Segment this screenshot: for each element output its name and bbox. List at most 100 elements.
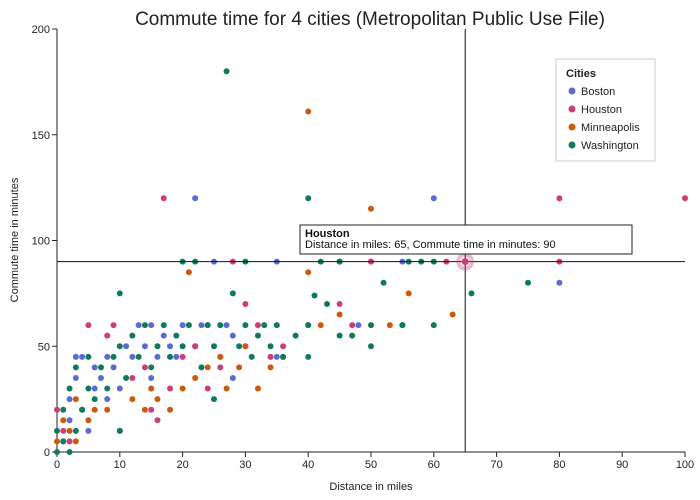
data-point [324, 300, 331, 307]
data-point [223, 385, 230, 392]
legend-item-houston: Houston [581, 104, 622, 116]
data-point [254, 332, 261, 339]
data-point [682, 195, 688, 202]
data-point [468, 290, 475, 297]
x-tick-label: 80 [553, 459, 565, 471]
data-point [104, 385, 111, 392]
data-point [60, 438, 67, 445]
data-point [72, 438, 79, 445]
data-point [368, 205, 374, 212]
data-point [267, 353, 274, 360]
legend-item-washington: Washington [581, 140, 639, 152]
data-point [54, 406, 60, 413]
data-point [123, 343, 130, 350]
x-tick-label: 90 [616, 459, 628, 471]
data-point [66, 385, 73, 392]
data-point [148, 406, 155, 413]
series-washington [54, 68, 531, 455]
data-point [311, 292, 318, 299]
data-point [273, 353, 280, 360]
data-point [449, 311, 456, 318]
data-point [305, 195, 312, 202]
data-point [129, 353, 136, 360]
data-point [280, 353, 287, 360]
data-point [60, 417, 67, 424]
legend-marker [568, 87, 576, 95]
data-point [204, 364, 211, 371]
x-tick-label: 30 [239, 459, 251, 471]
x-tick-label: 50 [365, 459, 377, 471]
data-point [148, 364, 155, 371]
data-point [292, 332, 299, 339]
tooltip-text: Distance in miles: 65, Commute time in m… [305, 239, 556, 251]
data-point [380, 279, 387, 286]
data-point [66, 396, 73, 403]
data-point [141, 343, 148, 350]
data-point [254, 385, 261, 392]
data-point [173, 332, 180, 339]
data-point [116, 290, 123, 297]
data-point [242, 343, 249, 350]
data-point [229, 374, 236, 381]
data-point [110, 353, 117, 360]
data-point [254, 322, 261, 329]
data-point [97, 364, 104, 371]
data-point [192, 195, 199, 202]
y-tick-label: 200 [32, 24, 50, 36]
data-point [211, 343, 217, 350]
data-point [305, 108, 312, 115]
data-point [185, 269, 192, 276]
data-point [248, 353, 255, 360]
data-point [204, 322, 211, 329]
data-point [116, 343, 123, 350]
data-point [242, 322, 249, 329]
data-point [167, 353, 174, 360]
data-point [556, 279, 563, 286]
data-point [148, 385, 155, 392]
data-point [217, 322, 224, 329]
data-point [135, 353, 142, 360]
data-point [104, 396, 111, 403]
data-point [66, 417, 73, 424]
data-point [167, 406, 174, 413]
data-point [97, 374, 104, 381]
data-point [85, 322, 92, 329]
data-point [141, 406, 148, 413]
data-point [223, 322, 230, 329]
data-point [54, 427, 60, 434]
tooltip-title: Houston [305, 228, 350, 240]
data-point [273, 322, 280, 329]
data-point [386, 322, 393, 329]
data-point [141, 322, 148, 329]
data-point [349, 322, 356, 329]
data-point [430, 322, 437, 329]
data-point [72, 353, 79, 360]
data-point [261, 322, 268, 329]
y-tick-label: 0 [44, 447, 50, 459]
legend: Cities Boston Houston Minneapolis Washington [555, 58, 656, 162]
data-point [123, 374, 130, 381]
data-point [129, 374, 136, 381]
data-point [179, 385, 186, 392]
data-point [110, 322, 117, 329]
x-tick-label: 20 [176, 459, 188, 471]
data-point [556, 195, 563, 202]
data-point [154, 396, 161, 403]
data-point [104, 406, 111, 413]
chart-title: Commute time for 4 cities (Metropolitan … [135, 9, 605, 30]
data-point [179, 343, 186, 350]
data-point [154, 353, 161, 360]
data-point [204, 385, 211, 392]
legend-title: Cities [566, 68, 596, 80]
data-point [267, 364, 274, 371]
data-point [135, 322, 142, 329]
data-point [192, 374, 199, 381]
data-point [91, 406, 98, 413]
data-point [405, 290, 412, 297]
data-point [72, 364, 79, 371]
data-point [368, 322, 374, 329]
data-point [525, 279, 531, 286]
data-point [160, 195, 167, 202]
data-point [129, 396, 136, 403]
